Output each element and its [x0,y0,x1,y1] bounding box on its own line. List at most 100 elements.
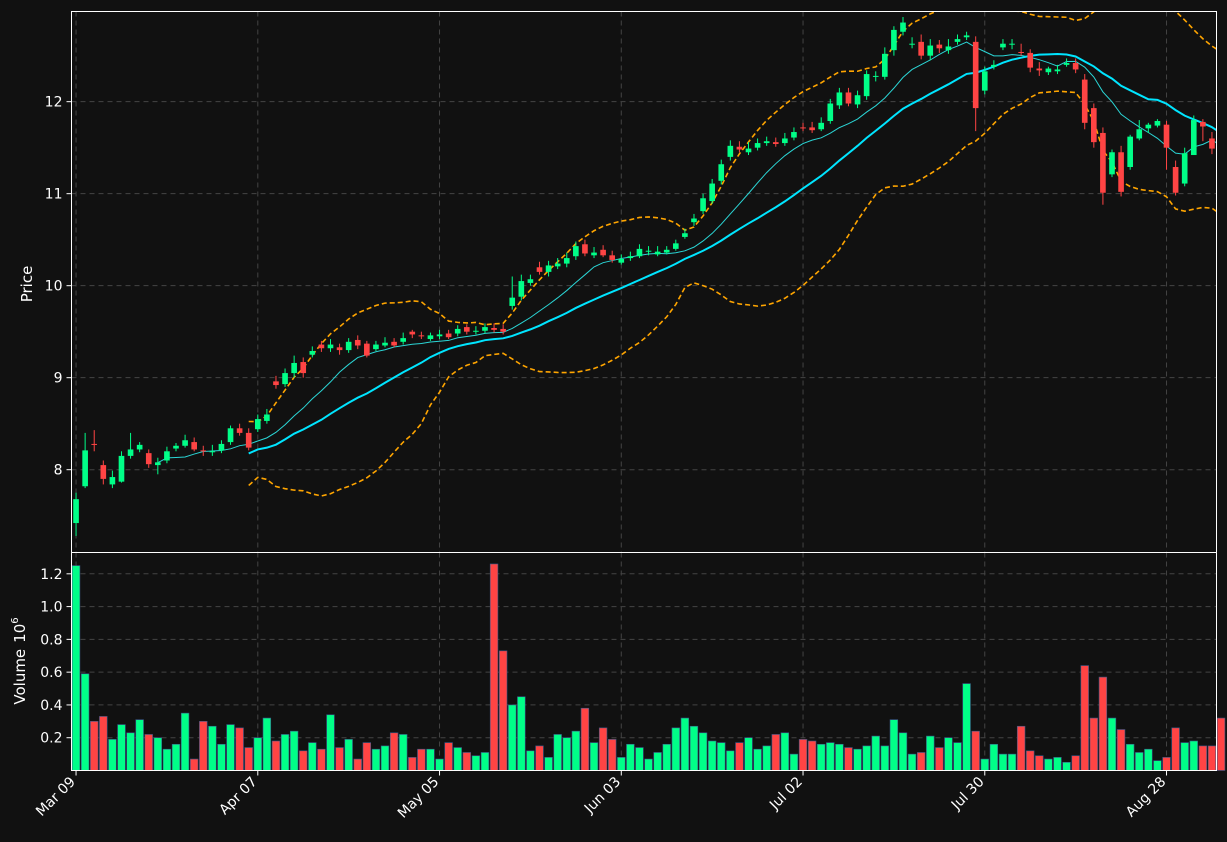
bollinger-upper-line [248,11,1217,423]
candle-body [854,95,861,105]
candle-body [1209,138,1215,149]
volume-bar [153,737,162,771]
volume-bar [680,717,690,771]
volume-bar [489,563,499,771]
candle-body [418,335,425,337]
candle-body [600,249,606,256]
volume-bar [608,739,617,771]
volume-bar [71,565,81,771]
volume-bar [626,743,635,771]
candle-body [227,428,234,443]
candle-body [309,351,316,355]
candle-body [800,127,806,129]
candle-body [100,465,107,479]
candle-body [991,64,997,67]
candle-body [1018,51,1024,53]
candle-body [672,243,679,249]
candle-body [527,279,534,283]
volume-bar [235,727,244,771]
candle-body [155,462,161,466]
candle-body [636,248,643,257]
candle-body [164,451,170,461]
candle-body [736,146,743,150]
volume-bar [144,734,153,771]
candle-body [482,327,488,331]
candle-body [1009,43,1015,45]
candle-body [881,53,888,77]
volume-bar [989,743,999,771]
volume-bar [389,732,399,771]
candle-body [627,256,634,259]
volume-bar [399,734,408,771]
volume-bar [317,748,326,771]
volume-bar [744,737,753,771]
volume-bar [417,748,426,771]
candle-body [1063,63,1070,65]
candle-body [609,255,616,260]
candle-body [345,341,352,351]
candle-body [109,477,116,485]
volume-bar [1089,717,1098,771]
candle-body [1081,79,1088,123]
volume-bar [735,742,744,771]
candle-body [382,342,388,346]
volume-bar [90,721,99,771]
volume-bar [1198,745,1208,771]
volume-bar [462,752,471,771]
volume-bar [562,737,571,771]
candle-body [364,343,370,356]
candle-body [981,71,988,91]
candle-body [545,265,552,272]
volume-bar [907,753,917,771]
candle-body [918,41,924,56]
candle-body [1190,120,1197,156]
candle-body [1000,43,1006,48]
candle-body [427,335,434,340]
volume-bar [798,739,808,771]
candle-body [209,451,216,453]
candle-body [191,442,197,450]
candle-body [1072,63,1079,70]
volume-bar [80,673,90,771]
volume-bar [853,748,862,771]
candle-body [436,334,443,337]
candle-body [1136,129,1143,139]
candle-body [218,443,225,451]
volume-bar [753,748,762,771]
candle-body [727,145,734,157]
volume-bar [889,719,899,771]
volume-axis-label: Volume 106 [10,617,29,704]
volume-bar [544,757,553,771]
price-tick-label: 9 [54,371,63,387]
candle-body [300,362,307,374]
volume-bar [471,755,481,771]
volume-bar [326,714,335,771]
volume-bar [498,650,508,771]
candle-body [563,258,570,264]
bollinger-bands [248,11,1217,497]
candle-body [273,381,279,386]
candle-body [182,440,188,446]
volume-bar [253,737,262,771]
candle-body [118,455,125,482]
volume-bar [935,747,944,771]
volume-panel-frame [71,552,1217,771]
volume-bar [689,725,699,771]
candle-body [700,198,706,212]
volume-bar [962,683,971,771]
volume-bars [71,563,1226,771]
volume-bar [535,745,544,771]
volume-bar [944,737,953,771]
candle-body [1027,52,1034,68]
volume-bar [862,745,871,771]
candle-body [245,432,252,448]
candle-body [1045,68,1052,73]
volume-bar [1116,729,1126,771]
volume-bar [426,748,435,771]
volume-bar [635,747,644,771]
candle-body [518,281,525,297]
volume-bar [271,740,281,771]
candle-body [327,344,334,349]
ma-fast-line [157,41,1217,464]
